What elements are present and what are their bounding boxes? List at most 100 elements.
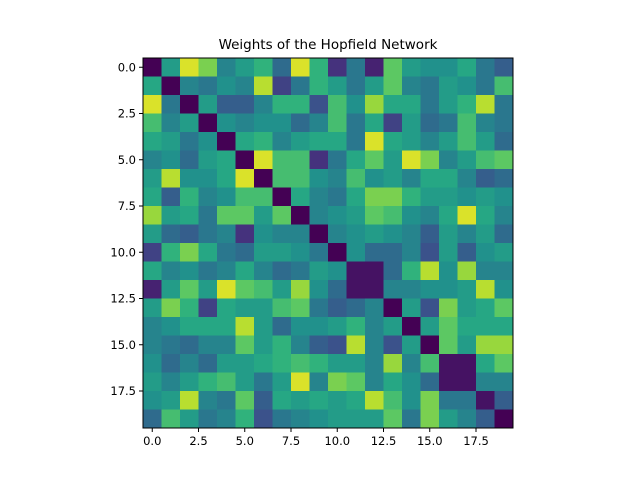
heatmap-cell [420,354,440,373]
heatmap-cell [494,169,514,188]
heatmap-cell [328,335,347,355]
heatmap-cell [439,298,458,318]
heatmap-cell [457,132,477,151]
heatmap-cell [383,354,403,373]
heatmap-cell [217,261,236,281]
heatmap-cell [198,113,218,133]
heatmap-cell [383,206,403,225]
heatmap-cell [161,391,181,410]
heatmap-cell [365,206,384,225]
heatmap-cell [328,317,347,336]
heatmap-cell [402,58,421,77]
heatmap-cell [476,317,495,336]
x-tick-label: 15.0 [417,434,443,448]
heatmap-cell [161,224,181,244]
heatmap-cell [272,95,292,114]
heatmap-cell [494,409,514,429]
heatmap-cell [235,206,255,225]
heatmap-cell [272,391,292,410]
heatmap-cell [180,187,199,207]
x-tick-label: 2.5 [189,434,207,448]
heatmap-cell [420,280,440,299]
heatmap-cell [254,372,273,392]
heatmap-cell [328,280,347,299]
heatmap-cell [420,224,440,244]
heatmap-cell [365,372,384,392]
heatmap-cell [254,206,273,225]
heatmap-cell [161,354,181,373]
heatmap-cell [476,335,495,355]
heatmap-cell [494,95,514,114]
heatmap-cell [402,280,421,299]
heatmap-cell [217,243,236,262]
heatmap-cell [476,58,495,77]
heatmap-cell [272,335,292,355]
heatmap-cell [346,150,366,170]
heatmap-cell [143,58,162,77]
heatmap-cell [235,224,255,244]
heatmap-cell [457,76,477,96]
heatmap-cell [365,187,384,207]
heatmap-cell [346,243,366,262]
heatmap-cell [272,261,292,281]
heatmap-cell [235,76,255,96]
heatmap-cell [198,354,218,373]
heatmap-cell [198,298,218,318]
heatmap-cell [235,280,255,299]
heatmap-cell [254,95,273,114]
heatmap-cell [346,391,366,410]
heatmap-cell [161,76,181,96]
heatmap-cell [365,409,384,429]
heatmap-cell [254,280,273,299]
heatmap-cell [254,317,273,336]
heatmap-cell [494,391,514,410]
heatmap-cell [420,113,440,133]
heatmap-cell [420,132,440,151]
heatmap-cell [235,113,255,133]
heatmap-cell [291,354,310,373]
heatmap-cell [272,187,292,207]
heatmap-cell [494,243,514,262]
heatmap-cell [365,95,384,114]
heatmap-cell [439,280,458,299]
heatmap-cell [383,187,403,207]
heatmap-cell [161,317,181,336]
heatmap-cell [180,261,199,281]
heatmap-cells [143,58,514,429]
heatmap-cell [328,95,347,114]
heatmap-cell [143,206,162,225]
plot-frame [142,57,514,429]
heatmap-cell [494,317,514,336]
heatmap-cell [161,95,181,114]
heatmap-cell [383,372,403,392]
heatmap-cell [198,58,218,77]
heatmap-cell [346,280,366,299]
heatmap-cell [457,243,477,262]
heatmap-cell [328,298,347,318]
heatmap-cell [291,58,310,77]
heatmap-cell [420,76,440,96]
heatmap-cell [254,335,273,355]
heatmap-cell [309,150,329,170]
heatmap-cell [383,280,403,299]
heatmap-cell [198,280,218,299]
heatmap-cell [161,132,181,151]
heatmap-cell [494,372,514,392]
heatmap-cell [383,113,403,133]
heatmap-cell [402,243,421,262]
heatmap-cell [365,243,384,262]
heatmap-cell [198,317,218,336]
heatmap-cell [180,224,199,244]
heatmap-cell [161,150,181,170]
heatmap-cell [309,298,329,318]
heatmap-cell [476,206,495,225]
y-tick-label: 17.5 [110,384,136,398]
heatmap-cell [272,280,292,299]
heatmap-cell [457,298,477,318]
heatmap-cell [235,95,255,114]
heatmap-cell [457,206,477,225]
heatmap-cell [291,113,310,133]
heatmap-cell [328,391,347,410]
heatmap-cell [365,261,384,281]
heatmap-cell [143,243,162,262]
